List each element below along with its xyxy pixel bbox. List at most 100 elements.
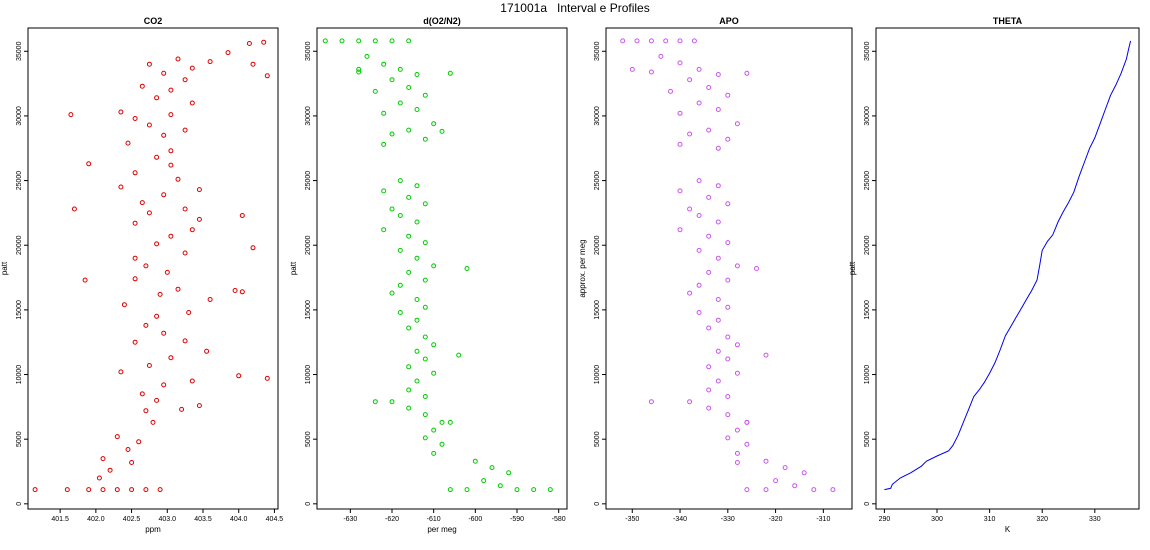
data-point (239, 213, 245, 218)
data-point (397, 310, 403, 315)
data-point (706, 127, 712, 133)
data-point (489, 465, 495, 471)
x-tick-label: 300 (931, 516, 943, 523)
panel-title: THETA (993, 16, 1023, 26)
y-tick-label: 20000 (864, 235, 871, 255)
data-point (447, 70, 453, 76)
data-point (696, 213, 702, 218)
y-tick-label: 25000 (16, 171, 23, 191)
data-point (189, 100, 195, 106)
data-point (381, 141, 387, 147)
plot-frame (27, 27, 279, 510)
data-point (168, 355, 174, 361)
data-point (150, 419, 156, 425)
data-point (372, 38, 378, 44)
data-point (406, 405, 412, 411)
data-point (715, 317, 721, 323)
data-point (168, 162, 174, 168)
data-point (629, 66, 635, 72)
x-tick-label: -340 (673, 516, 687, 523)
data-point (431, 370, 437, 376)
data-point (456, 352, 462, 358)
data-point (204, 348, 210, 354)
data-point (481, 478, 487, 484)
panel-title: CO2 (144, 16, 163, 26)
data-point (397, 247, 403, 253)
data-point (100, 456, 106, 462)
data-point (182, 77, 188, 83)
data-point (439, 441, 445, 447)
data-point (447, 419, 453, 425)
data-point (114, 434, 120, 440)
data-point (648, 38, 654, 44)
data-point (356, 38, 362, 44)
data-point (406, 38, 412, 44)
data-point (696, 310, 702, 315)
data-point (236, 373, 242, 379)
data-point (232, 288, 238, 293)
data-point (634, 38, 640, 44)
data-point (414, 107, 420, 112)
series-line (884, 40, 1132, 491)
y-tick-label: 5000 (594, 431, 601, 447)
data-point (356, 69, 362, 75)
data-point (225, 50, 231, 56)
y-tick-label: 10000 (16, 365, 23, 385)
data-point (125, 447, 131, 452)
data-point (182, 206, 188, 212)
data-point (447, 487, 453, 493)
data-point (196, 187, 202, 193)
data-point (372, 399, 378, 405)
data-point (164, 269, 170, 275)
data-point (129, 460, 135, 465)
data-point (422, 136, 428, 142)
data-point (364, 53, 370, 59)
data-point (691, 38, 697, 44)
data-point (136, 439, 142, 445)
data-point (696, 247, 702, 253)
data-point (801, 470, 807, 476)
data-point (32, 487, 38, 493)
data-point (264, 375, 270, 381)
x-tick-label: 401.5 (51, 516, 69, 523)
data-point (422, 334, 428, 340)
data-point (168, 87, 174, 93)
data-point (139, 200, 145, 206)
y-tick-label: 15000 (864, 300, 871, 320)
data-point (830, 487, 836, 493)
data-point (744, 441, 750, 447)
y-tick-label: 25000 (864, 171, 871, 191)
data-point (782, 465, 788, 471)
data-point (161, 132, 167, 138)
o2n2-panel: d(O2/N2) -630 -620 -610 -600 -590 -580 0 5000 100… (289, 16, 568, 534)
data-point (397, 100, 403, 106)
data-point (696, 66, 702, 72)
data-point (406, 194, 412, 200)
y-tick-label: 5000 (305, 431, 312, 447)
data-point (389, 77, 395, 83)
data-point (168, 148, 174, 154)
data-point (734, 342, 740, 348)
x-tick-label: 404.0 (230, 516, 248, 523)
y-tick-label: 10000 (864, 365, 871, 385)
data-point (725, 92, 731, 98)
data-point (118, 184, 124, 190)
data-point (372, 88, 378, 94)
data-point (406, 364, 412, 370)
data-point (422, 435, 428, 441)
data-point (439, 128, 445, 134)
x-tick-label: 310 (984, 516, 996, 523)
data-point (118, 109, 124, 115)
data-point (381, 61, 387, 67)
data-point (389, 206, 395, 212)
x-axis-label: per meg (427, 525, 456, 534)
data-point (118, 369, 124, 375)
data-point (763, 458, 769, 464)
data-point (696, 282, 702, 288)
x-tick-label: -310 (816, 516, 830, 523)
y-tick-label: 5000 (16, 431, 23, 447)
data-point (414, 72, 420, 77)
y-tick-label: 35000 (16, 41, 23, 61)
data-point (406, 387, 412, 393)
panel-title: d(O2/N2) (423, 16, 461, 26)
